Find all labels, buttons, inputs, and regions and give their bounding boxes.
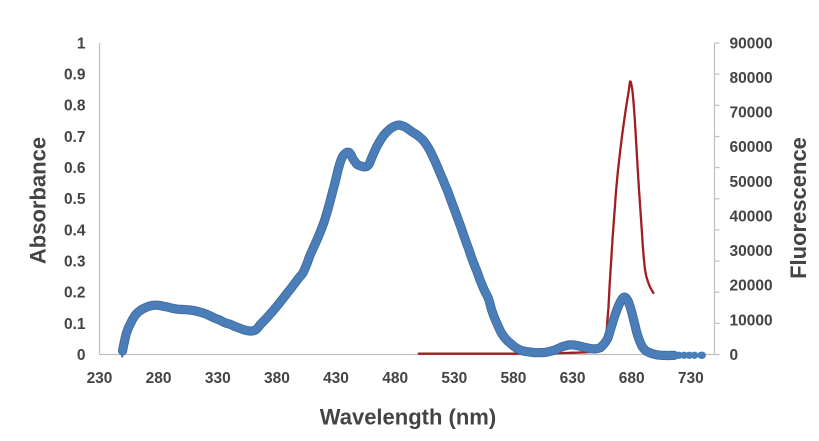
svg-text:Fluorescence: Fluorescence [786,137,811,279]
svg-text:0.2: 0.2 [64,285,86,302]
svg-text:40000: 40000 [730,209,773,226]
svg-text:30000: 30000 [730,243,773,260]
svg-text:680: 680 [619,370,645,387]
svg-text:380: 380 [264,370,290,387]
svg-text:0.3: 0.3 [64,253,86,270]
svg-text:0.5: 0.5 [64,191,86,208]
svg-text:80000: 80000 [730,70,773,87]
svg-text:480: 480 [382,370,408,387]
svg-text:0.9: 0.9 [64,67,86,84]
svg-text:1: 1 [77,35,86,52]
svg-text:0.4: 0.4 [64,222,86,239]
svg-text:70000: 70000 [730,105,773,122]
svg-text:230: 230 [87,370,113,387]
svg-text:90000: 90000 [730,35,773,52]
svg-text:50000: 50000 [730,174,773,191]
svg-text:10000: 10000 [730,312,773,329]
svg-text:430: 430 [323,370,349,387]
svg-text:Absorbance: Absorbance [26,137,51,264]
svg-text:0.8: 0.8 [64,98,86,115]
svg-text:330: 330 [205,370,231,387]
svg-text:0.1: 0.1 [64,316,86,333]
svg-text:580: 580 [500,370,526,387]
svg-text:280: 280 [146,370,172,387]
svg-text:20000: 20000 [730,278,773,295]
svg-text:0.7: 0.7 [64,129,86,146]
svg-text:630: 630 [560,370,586,387]
svg-text:0: 0 [730,347,739,364]
svg-text:60000: 60000 [730,139,773,156]
svg-text:Wavelength (nm): Wavelength (nm) [320,405,496,430]
svg-text:530: 530 [441,370,467,387]
svg-text:730: 730 [678,370,704,387]
svg-text:0: 0 [77,347,86,364]
svg-text:0.6: 0.6 [64,160,86,177]
